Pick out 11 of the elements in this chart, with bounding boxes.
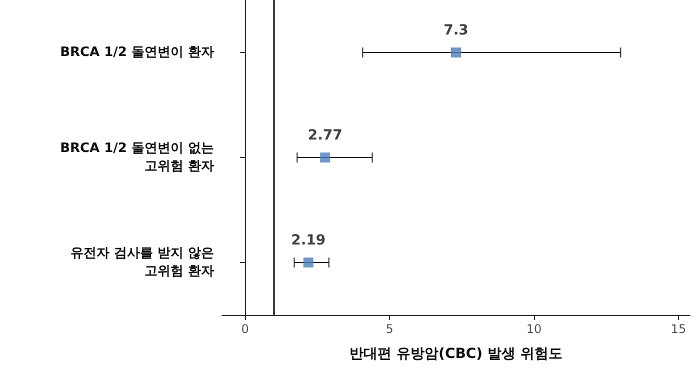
y-tick-label: BRCA 1/2 돌연변이 없는 고위험 환자 (60, 141, 214, 174)
data-label: 2.19 (291, 232, 326, 248)
data-label: 7.3 (444, 22, 468, 38)
x-axis-title: 반대편 유방암(CBC) 발생 위험도 (350, 346, 562, 362)
x-tick-label: 10 (526, 322, 542, 336)
data-label: 2.77 (308, 128, 342, 144)
x-tick-label: 5 (386, 322, 394, 336)
x-tick-label: 0 (241, 322, 249, 336)
x-tick-label: 15 (670, 322, 686, 336)
y-tick-label: BRCA 1/2 돌연변이 환자 (60, 45, 214, 60)
y-tick-label: 유전자 검사를 받지 않은 고위험 환자 (70, 246, 214, 279)
